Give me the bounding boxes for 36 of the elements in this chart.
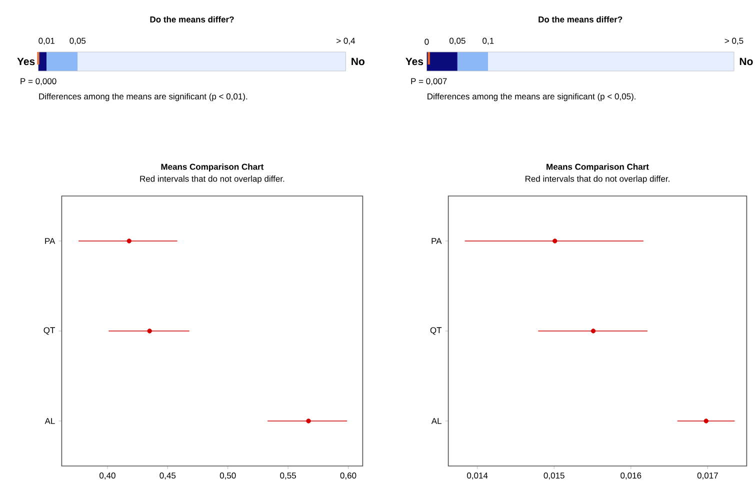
x-tick-label: 0,45 (160, 472, 176, 480)
x-tick-label: 0,50 (220, 472, 236, 480)
x-tick-label: 0,017 (697, 472, 718, 480)
text: 0,01 (38, 38, 54, 45)
text: 0,1 (482, 38, 494, 45)
chart-title: Do the means differ? (150, 16, 234, 22)
ref-line-label: P = 0,000 (20, 78, 56, 86)
text: Yes (406, 58, 424, 66)
chart-title: Do the means differ? (538, 16, 622, 22)
x-tick-label: 0,60 (340, 472, 356, 480)
y-tick-label: QT (430, 327, 442, 335)
text: > 0,5 (724, 38, 744, 45)
y-tick-label: QT (44, 327, 55, 335)
text: Differences among the means are significant (p < 0,01). (39, 93, 248, 102)
y-tick-label: PA (432, 238, 442, 244)
text: No (740, 58, 753, 66)
x-tick-label: 0,40 (100, 472, 116, 480)
chart-title: Means Comparison Chart (161, 164, 264, 172)
chart-subtitle: Red intervals that do not overlap differ. (140, 176, 284, 184)
text: 0,05 (70, 38, 86, 45)
text: Yes (17, 58, 35, 66)
text: > 0,4 (336, 38, 356, 45)
y-tick-label: AL (431, 418, 442, 424)
text: 0,05 (449, 38, 466, 45)
x-tick-label: 0,55 (280, 472, 296, 480)
ref-line-label: P = 0,007 (411, 78, 447, 86)
text: No (352, 58, 364, 66)
text: Differences among the means are significant (p < 0,05). (428, 93, 636, 102)
chart-subtitle: Red intervals that do not overlap differ. (526, 176, 670, 184)
x-tick-label: 0,016 (620, 472, 642, 480)
x-tick-label: 0,015 (544, 472, 564, 480)
x-tick-label: 0,014 (467, 472, 488, 480)
text: 0 (424, 38, 429, 45)
y-tick-label: PA (45, 238, 56, 244)
y-tick-label: AL (44, 418, 55, 424)
chart-title: Means Comparison Chart (546, 164, 649, 172)
